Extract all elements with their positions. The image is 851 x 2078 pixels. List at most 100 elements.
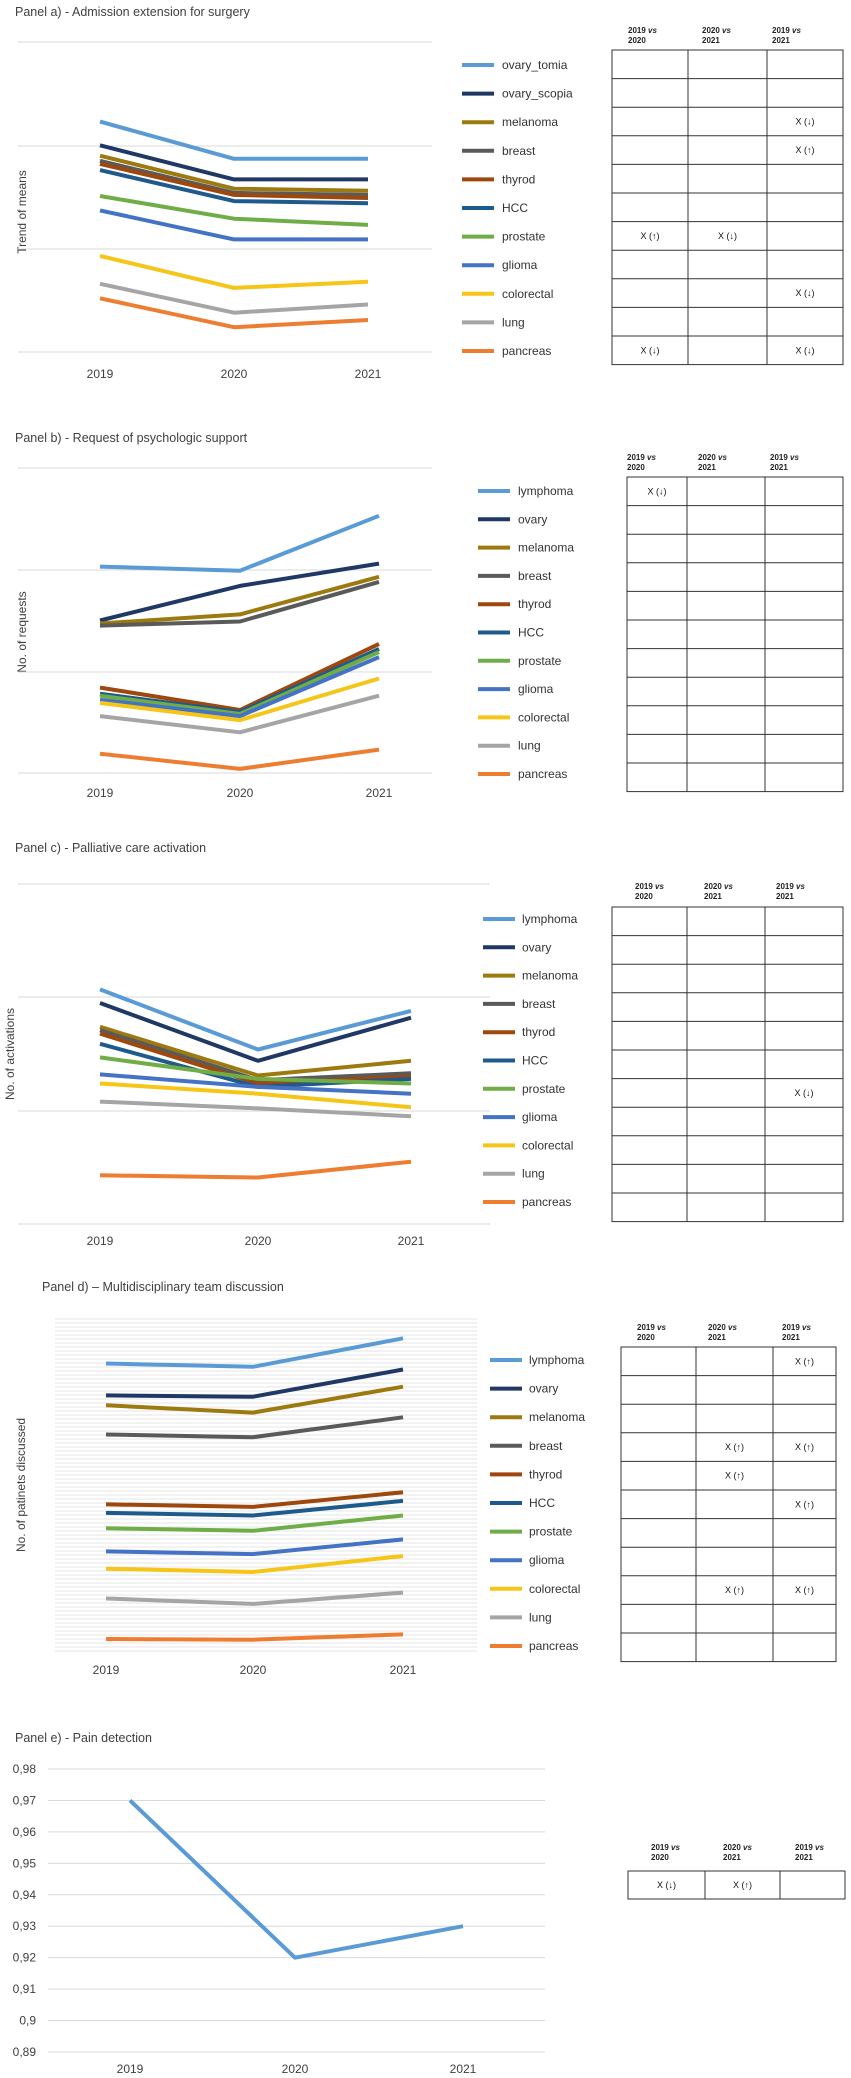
table-header-vs: vs xyxy=(792,26,801,35)
series-line-prostate xyxy=(99,1055,412,1086)
legend-label-thyrod: thyrod xyxy=(518,597,551,611)
table-header-second-line: 2021 xyxy=(776,892,794,901)
legend-label-colorectal: colorectal xyxy=(518,710,569,724)
table-header: 2020 vs xyxy=(723,1843,752,1852)
legend-label-glioma: glioma xyxy=(522,1110,558,1124)
table-header-vs: vs xyxy=(724,882,733,891)
series-line-thyrod xyxy=(99,1031,412,1086)
series-line-lymphoma xyxy=(105,1336,404,1369)
legend-label-melanoma: melanoma xyxy=(502,115,558,129)
series-line-ovary-scopia xyxy=(99,143,368,182)
legend-label-melanoma: melanoma xyxy=(529,1410,585,1424)
series-line-colorectal xyxy=(105,1554,404,1574)
table-header-second-line: 2020 xyxy=(635,892,653,901)
y-tick-label: 0,97 xyxy=(13,1793,37,1807)
legend-label-colorectal: colorectal xyxy=(502,287,553,301)
x-tick-label: 2020 xyxy=(221,367,248,381)
table-header-vs: vs xyxy=(796,882,805,891)
table-header-year: 2019 xyxy=(772,26,792,35)
panel-title: Panel d) – Multidisciplinary team discus… xyxy=(42,1280,284,1294)
series-line-lymphoma xyxy=(99,987,412,1052)
table-cell-mark: X (↑) xyxy=(795,1442,814,1452)
y-tick-label: 0,91 xyxy=(13,1982,37,1996)
table-cell-mark: X (↑) xyxy=(725,1471,744,1481)
table-cell-mark: X (↓) xyxy=(796,288,815,298)
series-line-melanoma xyxy=(99,1024,412,1078)
table-header-vs: vs xyxy=(743,1843,752,1852)
table-border xyxy=(611,49,844,366)
table-cell-mark: X (↑) xyxy=(725,1442,744,1452)
series-line-pancreas xyxy=(99,296,369,330)
table-header-year: 2020 xyxy=(704,882,724,891)
panel-title: Panel a) - Admission extension for surge… xyxy=(15,5,251,19)
legend-label-prostate: prostate xyxy=(518,654,562,668)
series-line-colorectal xyxy=(99,676,380,723)
table-cell-mark: X (↑) xyxy=(733,1880,752,1890)
legend-label-glioma: glioma xyxy=(502,258,538,272)
table-header: 2019 vs xyxy=(772,26,801,35)
y-axis-label: No. of patinets discussed xyxy=(14,1418,28,1552)
table-header-vs: vs xyxy=(790,453,799,462)
table-header-year: 2019 xyxy=(651,1843,671,1852)
legend-label-hcc: HCC xyxy=(522,1054,548,1068)
legend-label-lung: lung xyxy=(518,739,541,753)
table-header-second-line: 2020 xyxy=(637,1333,655,1342)
table-border xyxy=(626,476,844,793)
y-tick-label: 0,93 xyxy=(13,1919,37,1933)
table-header-vs: vs xyxy=(648,26,657,35)
table-header: 2019 vs xyxy=(637,1323,666,1332)
table-header-second-line: 2021 xyxy=(704,892,722,901)
table-header: 2020 vs xyxy=(702,26,731,35)
series-line-prostate xyxy=(105,1513,404,1533)
table-header: 2019 vs xyxy=(635,882,664,891)
series-line-ovary-tomia xyxy=(99,119,368,161)
legend-label-ovary-scopia: ovary_scopia xyxy=(502,87,573,101)
table-header-vs: vs xyxy=(722,26,731,35)
table-header-year: 2020 xyxy=(698,453,718,462)
panel-c: Panel c) - Palliative care activation No.… xyxy=(3,841,844,1248)
series-line-pancreas xyxy=(105,1632,404,1642)
table-header-year: 2019 xyxy=(627,453,647,462)
legend-label-lymphoma: lymphoma xyxy=(529,1353,585,1367)
x-tick-label: 2019 xyxy=(87,1234,114,1248)
panel-b: Panel b) - Request of psychologic suppor… xyxy=(15,431,844,800)
table-cell-mark: X (↑) xyxy=(725,1585,744,1595)
table-header-year: 2019 xyxy=(635,882,655,891)
series-line-lung xyxy=(105,1590,404,1606)
table-header-second-line: 2021 xyxy=(782,1333,800,1342)
legend-label-breast: breast xyxy=(529,1439,563,1453)
legend-label-ovary: ovary xyxy=(518,512,547,526)
x-tick-label: 2019 xyxy=(87,367,114,381)
x-tick-label: 2021 xyxy=(398,1234,425,1248)
series-line-lung xyxy=(99,693,380,735)
y-axis-label: No. of activations xyxy=(3,1008,17,1100)
series-line-lung xyxy=(99,1099,412,1119)
table-cell-mark: X (↑) xyxy=(795,1585,814,1595)
legend-label-pancreas: pancreas xyxy=(522,1195,571,1209)
legend-label-ovary-tomia: ovary_tomia xyxy=(502,58,568,72)
table-cell-mark: X (↓) xyxy=(718,231,737,241)
series-line-pancreas xyxy=(99,1159,412,1180)
table-header: 2019 vs xyxy=(776,882,805,891)
series-line-glioma xyxy=(99,208,368,242)
table-header-year: 2019 xyxy=(782,1323,802,1332)
table-header-vs: vs xyxy=(815,1843,824,1852)
table-header-vs: vs xyxy=(657,1323,666,1332)
panel-d: Panel d) – Multidisciplinary team discus… xyxy=(14,1280,837,1677)
table-cell-mark: X (↑) xyxy=(796,145,815,155)
legend-label-ovary: ovary xyxy=(522,940,551,954)
panel-a: Panel a) - Admission extension for surge… xyxy=(15,5,844,381)
legend-label-breast: breast xyxy=(502,144,536,158)
table-header-vs: vs xyxy=(802,1323,811,1332)
table-header-vs: vs xyxy=(655,882,664,891)
legend: lymphoma ovary melanoma breast thyrod HCC pros… xyxy=(490,1353,585,1653)
series-line-ovary xyxy=(105,1367,404,1399)
y-tick-label: 0,94 xyxy=(13,1888,37,1902)
y-axis-label: No. of requests xyxy=(15,591,29,672)
x-tick-label: 2021 xyxy=(390,1663,417,1677)
legend-label-hcc: HCC xyxy=(502,201,528,215)
x-tick-label: 2020 xyxy=(227,786,254,800)
